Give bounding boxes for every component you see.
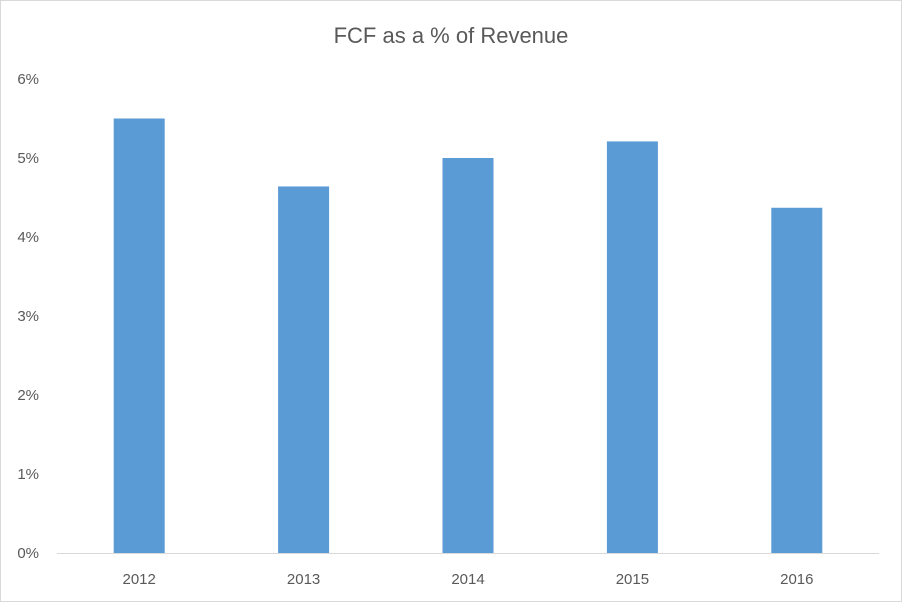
x-tick-label: 2012 xyxy=(123,571,156,588)
y-tick-label: 6% xyxy=(17,71,39,88)
chart-title: FCF as a % of Revenue xyxy=(333,23,569,48)
y-tick-label: 3% xyxy=(17,308,39,325)
bar-2016 xyxy=(771,207,823,553)
x-tick-label: 2013 xyxy=(287,571,320,588)
y-tick-label: 2% xyxy=(17,387,39,404)
x-tick-label: 2016 xyxy=(780,571,813,588)
y-tick-label: 5% xyxy=(17,150,39,167)
bar-2014 xyxy=(442,158,494,553)
y-tick-label: 1% xyxy=(17,466,39,483)
bar-2015 xyxy=(606,141,658,553)
y-tick-label: 4% xyxy=(17,229,39,246)
x-tick-label: 2015 xyxy=(616,571,649,588)
bar-2013 xyxy=(278,186,330,553)
bar-2012 xyxy=(113,118,165,553)
y-tick-label: 0% xyxy=(17,545,39,562)
x-tick-label: 2014 xyxy=(451,571,484,588)
